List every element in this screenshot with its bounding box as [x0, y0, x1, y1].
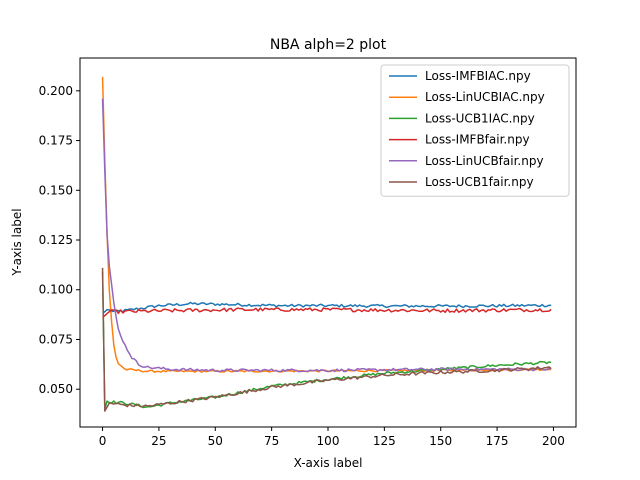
series-line-5: [101, 98, 552, 373]
x-tick-label: 175: [486, 434, 509, 448]
legend-label: Loss-IMFBfair.npy: [425, 133, 530, 147]
x-tick-label: 0: [99, 434, 107, 448]
x-tick-label: 75: [264, 434, 279, 448]
legend-label: Loss-LinUCBIAC.npy: [425, 90, 545, 104]
x-axis: 0 25 50 75 100 125 150 175 200: [99, 427, 565, 448]
legend-label: Loss-UCB1IAC.npy: [425, 111, 535, 125]
legend-box: [380, 64, 570, 197]
series-line-1: [102, 301, 552, 315]
x-tick-label: 25: [151, 434, 166, 448]
y-tick-label: 0.100: [39, 283, 73, 297]
series-line-6: [101, 267, 552, 412]
series-line-4: [102, 307, 552, 319]
legend-label: Loss-UCB1fair.npy: [425, 175, 534, 189]
legend: Loss-IMFBIAC.npy Loss-LinUCBIAC.npy Loss-U…: [380, 64, 570, 197]
y-axis-label: Y-axis label: [10, 208, 24, 276]
y-tick-label: 0.200: [39, 84, 73, 98]
series-layer: [101, 76, 552, 412]
y-tick-label: 0.150: [39, 183, 73, 197]
y-tick-label: 0.050: [39, 382, 73, 396]
y-axis: 0.050 0.075 0.100 0.125 0.150 0.175 0.200: [39, 84, 80, 396]
x-tick-label: 200: [542, 434, 565, 448]
chart-title: NBA alph=2 plot: [270, 37, 387, 53]
x-tick-label: 150: [429, 434, 452, 448]
x-tick-label: 100: [317, 434, 340, 448]
legend-label: Loss-IMFBIAC.npy: [425, 69, 531, 83]
y-tick-label: 0.075: [39, 332, 73, 346]
x-axis-label: X-axis label: [294, 456, 363, 470]
x-tick-label: 125: [373, 434, 396, 448]
y-tick-label: 0.125: [39, 233, 73, 247]
legend-label: Loss-LinUCBfair.npy: [425, 154, 544, 168]
x-tick-label: 50: [208, 434, 223, 448]
y-tick-label: 0.175: [39, 134, 73, 148]
